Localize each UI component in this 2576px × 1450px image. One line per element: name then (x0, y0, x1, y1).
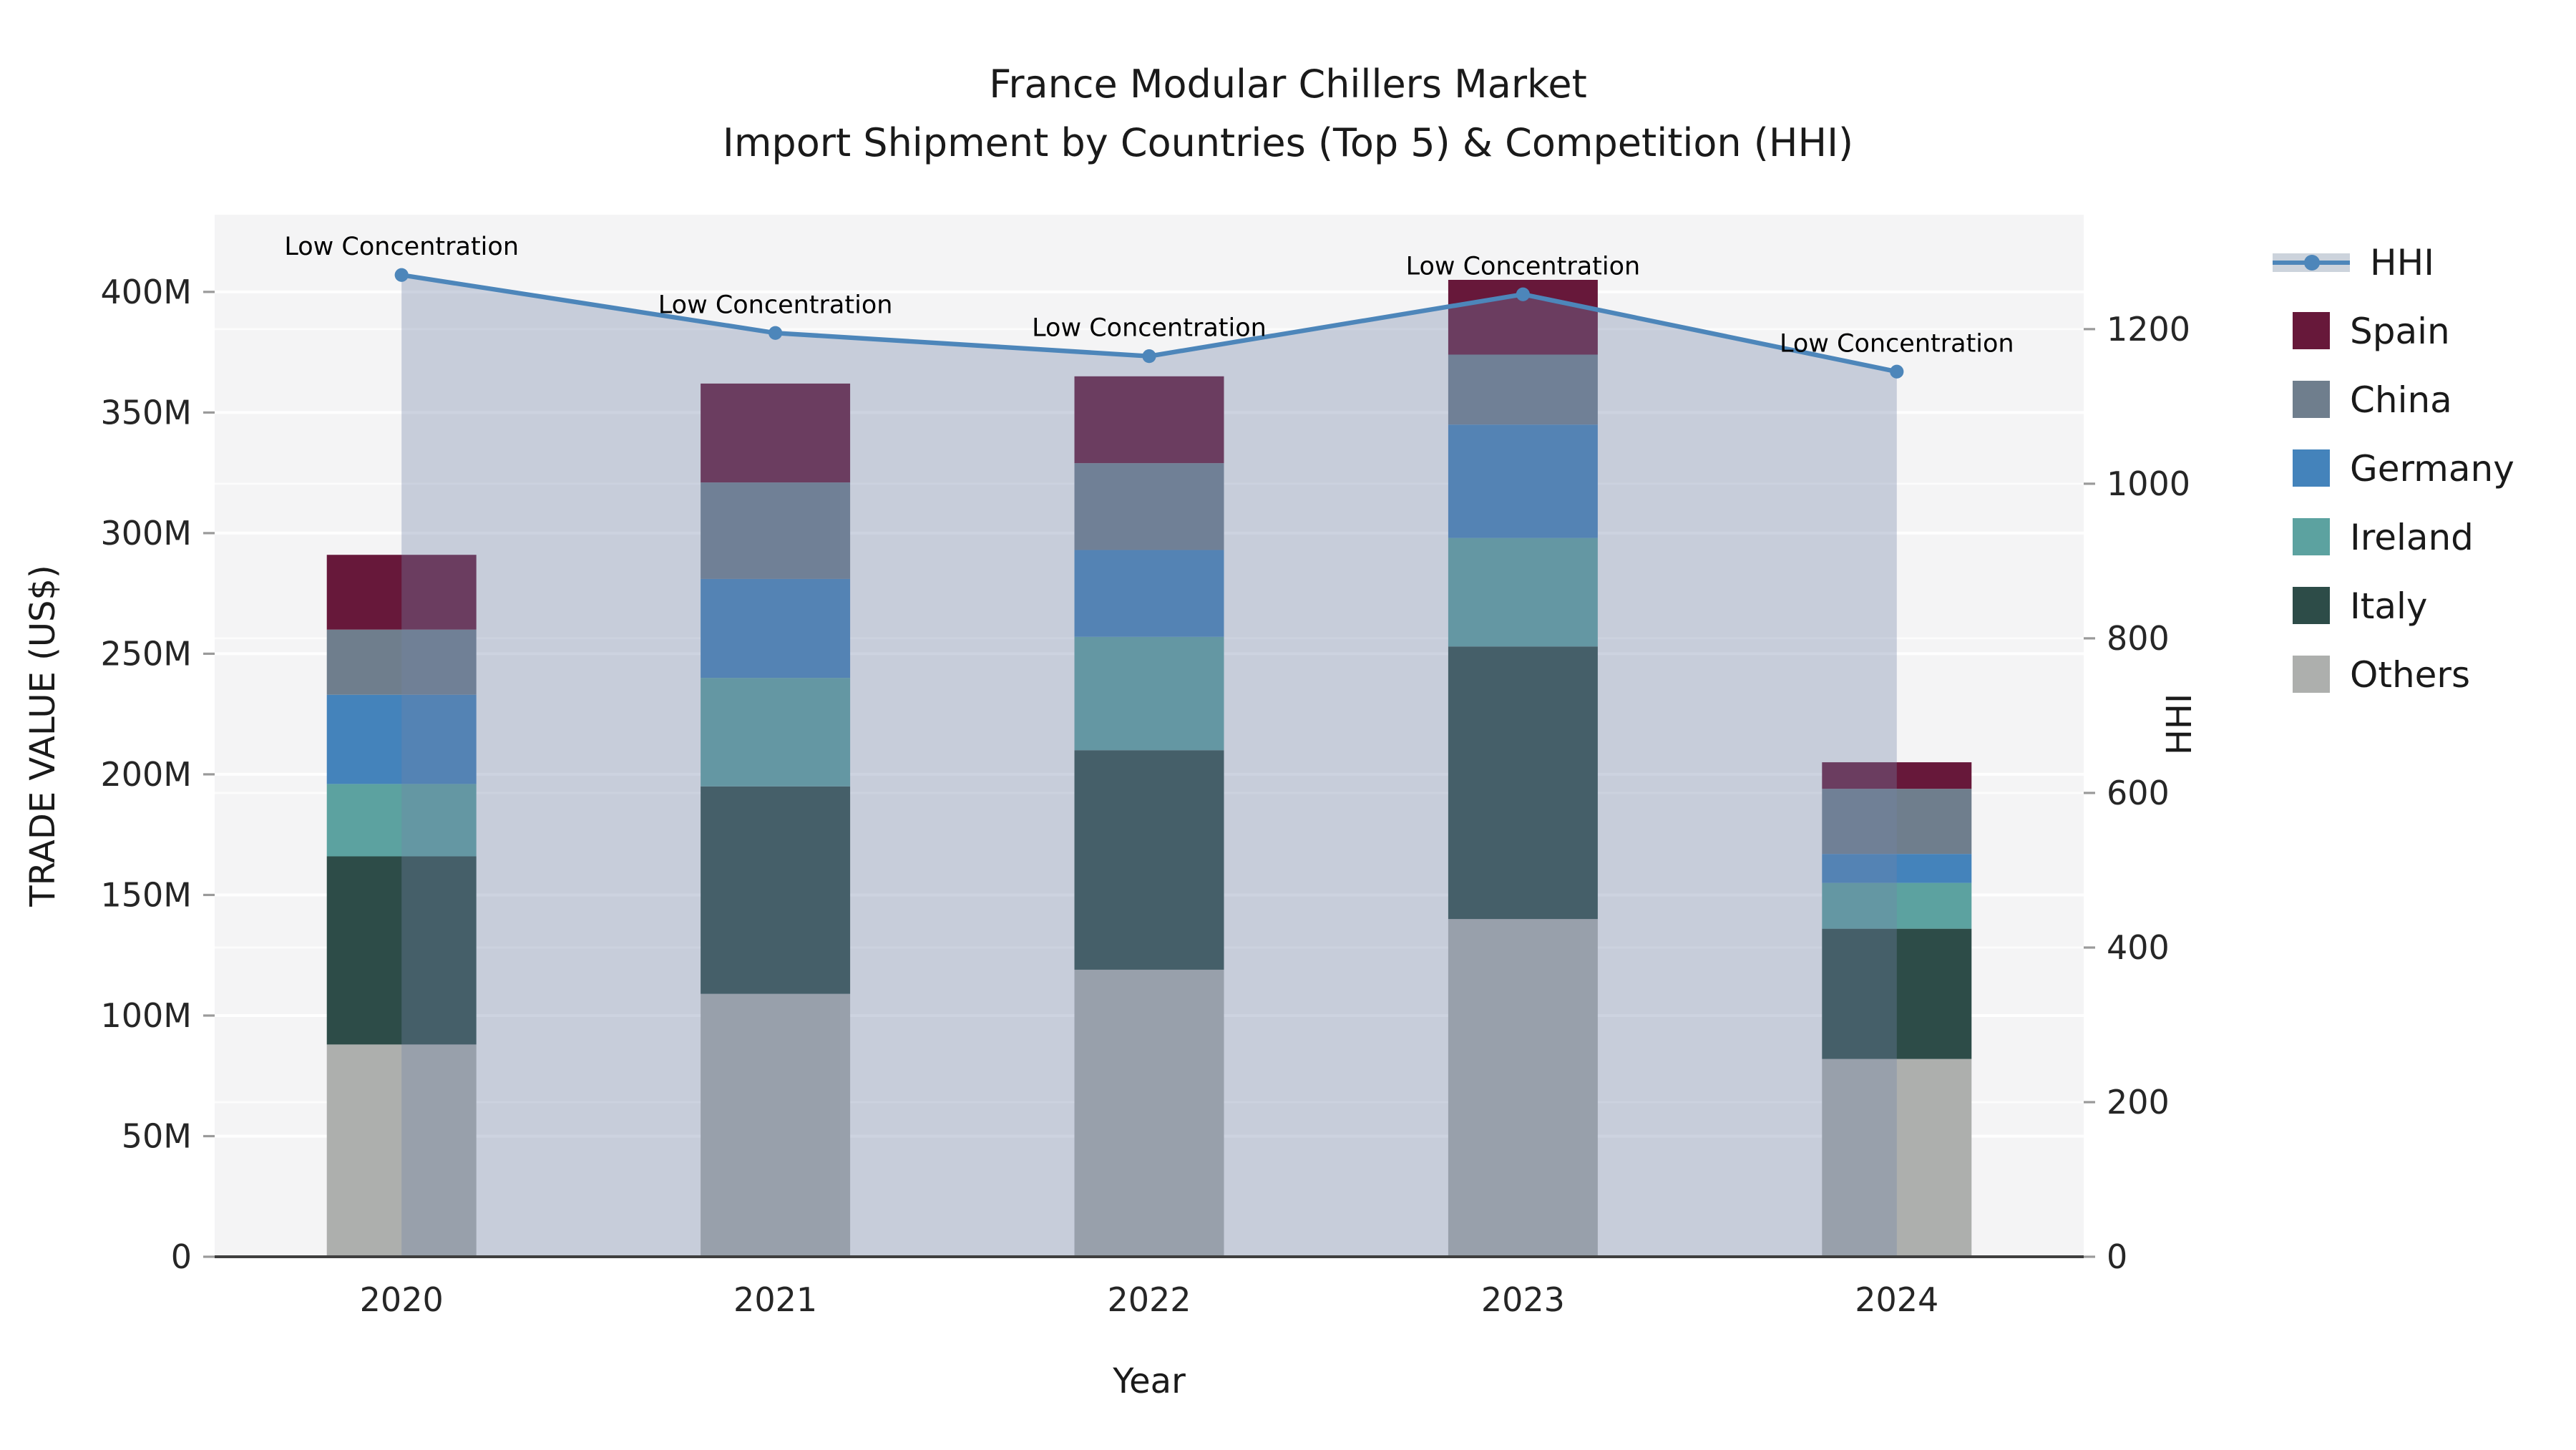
bar-china-2024 (1822, 789, 1972, 855)
legend-item-germany: Germany (2273, 434, 2514, 502)
left-tick-label: 50M (122, 1116, 192, 1155)
germany-swatch (2293, 449, 2330, 487)
right-tick-label: 1200 (2107, 310, 2190, 349)
bar-china-2023 (1448, 354, 1598, 425)
legend-item-hhi: HHI (2273, 228, 2514, 296)
legend-label-others: Others (2350, 653, 2471, 695)
bar-ireland-2022 (1074, 636, 1224, 751)
ireland-swatch (2293, 518, 2330, 555)
left-tick-label: 300M (101, 514, 192, 553)
right-tick-label: 600 (2107, 774, 2170, 812)
bar-others-2024 (1822, 1059, 1972, 1257)
right-tick-label: 400 (2107, 928, 2170, 967)
bar-ireland-2021 (701, 678, 851, 787)
legend-label-hhi: HHI (2370, 241, 2434, 283)
legend-label-china: China (2350, 379, 2452, 420)
legend-label-spain: Spain (2350, 310, 2450, 351)
bar-spain-2024 (1822, 762, 1972, 789)
right-axis-title: HHI (2160, 693, 2200, 756)
left-tick-label: 250M (101, 634, 192, 673)
italy-swatch (2293, 587, 2330, 624)
left-tick-label: 400M (101, 273, 192, 311)
bar-ireland-2023 (1448, 537, 1598, 647)
x-tick-label: 2023 (1481, 1280, 1565, 1319)
bar-germany-2021 (701, 578, 851, 678)
spain-swatch (2293, 312, 2330, 349)
left-tick-label: 350M (101, 393, 192, 432)
right-tick-label: 0 (2107, 1237, 2127, 1276)
bar-china-2020 (326, 629, 477, 695)
right-tick-label: 200 (2107, 1083, 2170, 1121)
legend-label-germany: Germany (2350, 447, 2514, 489)
bar-others-2023 (1448, 919, 1598, 1257)
bar-germany-2024 (1822, 854, 1972, 883)
annotation-low-concentration: Low Concentration (1032, 314, 1267, 343)
bar-spain-2022 (1074, 376, 1224, 464)
left-tick-label: 0 (171, 1237, 192, 1276)
annotation-low-concentration: Low Concentration (1780, 329, 2014, 358)
x-tick-label: 2022 (1107, 1280, 1191, 1319)
hhi-marker-2024 (1890, 364, 1904, 379)
right-tick-label: 1000 (2107, 464, 2190, 503)
hhi-marker-2022 (1142, 349, 1156, 364)
left-tick-label: 100M (101, 996, 192, 1035)
bar-ireland-2020 (326, 784, 477, 857)
chart-title: France Modular Chillers Market (989, 63, 1587, 107)
legend: HHI Spain China Germany Ireland Italy Ot… (2273, 228, 2514, 709)
bar-italy-2021 (701, 786, 851, 994)
legend-item-ireland: Ireland (2273, 502, 2514, 571)
hhi-legend-line-icon (2273, 248, 2350, 276)
bar-spain-2021 (701, 383, 851, 483)
left-axis-title: TRADE VALUE (US$) (23, 565, 63, 907)
left-tick-label: 150M (101, 875, 192, 914)
bar-china-2022 (1074, 463, 1224, 550)
china-swatch (2293, 381, 2330, 418)
bar-italy-2023 (1448, 646, 1598, 920)
bar-others-2022 (1074, 969, 1224, 1257)
others-swatch (2293, 656, 2330, 693)
legend-item-china: China (2273, 365, 2514, 434)
legend-item-italy: Italy (2273, 571, 2514, 640)
bar-spain-2020 (326, 555, 477, 630)
x-tick-label: 2020 (360, 1280, 444, 1319)
chart-subtitle: Import Shipment by Countries (Top 5) & C… (722, 121, 1854, 165)
legend-label-ireland: Ireland (2350, 516, 2474, 558)
right-tick-label: 800 (2107, 619, 2170, 658)
legend-item-spain: Spain (2273, 296, 2514, 365)
legend-item-others: Others (2273, 640, 2514, 709)
chart-title-block: France Modular Chillers Market Import Sh… (0, 57, 2576, 173)
x-axis-title: Year (1113, 1361, 1186, 1401)
legend-label-italy: Italy (2350, 585, 2428, 626)
hhi-marker-2020 (394, 268, 409, 282)
bar-others-2020 (326, 1044, 477, 1257)
left-tick-label: 200M (101, 755, 192, 794)
hhi-marker-swatch (2304, 255, 2320, 271)
hhi-marker-2023 (1516, 287, 1530, 301)
bar-italy-2022 (1074, 750, 1224, 970)
bar-china-2021 (701, 482, 851, 579)
x-tick-label: 2024 (1855, 1280, 1938, 1319)
x-tick-label: 2021 (733, 1280, 817, 1319)
annotation-low-concentration: Low Concentration (658, 291, 893, 319)
bar-ireland-2024 (1822, 882, 1972, 929)
bar-others-2021 (701, 993, 851, 1257)
annotation-low-concentration: Low Concentration (1406, 252, 1641, 281)
annotation-low-concentration: Low Concentration (284, 233, 519, 261)
hhi-marker-2021 (769, 326, 783, 340)
bar-germany-2022 (1074, 550, 1224, 637)
bar-italy-2020 (326, 856, 477, 1045)
bar-italy-2024 (1822, 928, 1972, 1059)
hhi-area (401, 275, 1897, 1257)
bar-germany-2020 (326, 694, 477, 784)
bar-germany-2023 (1448, 424, 1598, 538)
